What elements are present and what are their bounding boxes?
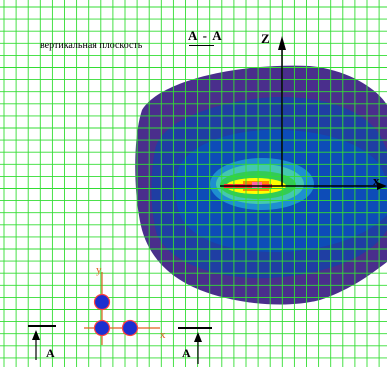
section-label: А - А [188, 28, 223, 43]
section-mark-right-label: А [182, 346, 191, 360]
main-axes [220, 36, 387, 190]
z-axis-label: Z [261, 31, 270, 46]
wire-dot-right [121, 319, 139, 337]
section-label-underline [189, 45, 214, 46]
inset-y-label: y [96, 264, 102, 276]
inset-x-label: x [160, 329, 166, 341]
plane-title: вертикальная плоскость [40, 40, 143, 51]
inset-cross-section [84, 272, 160, 345]
z-axis-arrow [278, 36, 286, 50]
core-hotspot [210, 158, 314, 210]
x-axis-arrow [377, 182, 387, 190]
wire-dot-left [93, 319, 111, 337]
section-marker-right [178, 327, 212, 364]
section-marker-left [28, 325, 56, 360]
x-axis-label: x [373, 173, 380, 188]
section-mark-left-label: А [46, 346, 55, 360]
wire-dot-top [93, 293, 111, 311]
